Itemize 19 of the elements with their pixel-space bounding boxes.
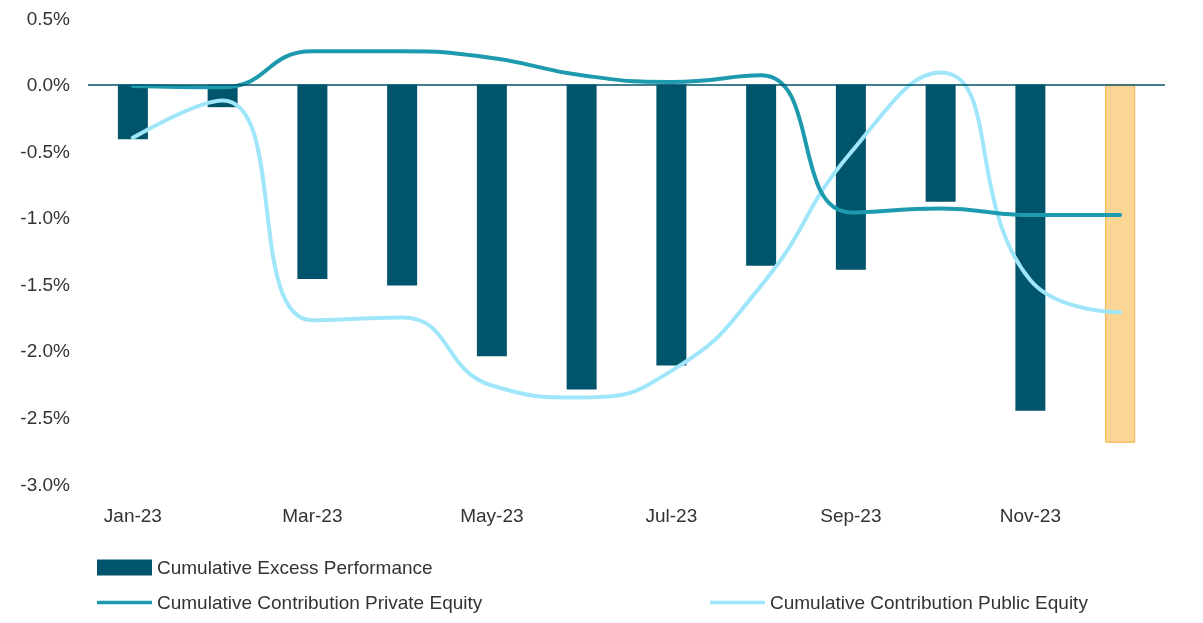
line-series — [130, 49, 1123, 218]
x-tick-label: Nov-23 — [999, 505, 1061, 526]
y-tick-label: 0.5% — [26, 7, 71, 29]
legend-label: Cumulative Contribution Private Equity — [157, 592, 483, 613]
legend-label: Cumulative Contribution Public Equity — [770, 592, 1089, 613]
y-tick-label: -1.0% — [20, 207, 71, 229]
x-tick-label: May-23 — [460, 505, 524, 526]
y-tick-label: -3.0% — [20, 473, 71, 495]
y-tick-label: -2.5% — [20, 406, 71, 428]
legend-label: Cumulative Excess Performance — [157, 557, 433, 578]
y-tick-label: -1.5% — [20, 273, 71, 295]
x-tick-label: Jan-23 — [103, 505, 162, 526]
y-tick-label: -0.5% — [20, 140, 71, 162]
x-tick-label: Sep-23 — [820, 505, 882, 526]
x-tick-label: Jul-23 — [645, 505, 698, 526]
y-tick-label: 0.0% — [26, 74, 71, 96]
line-series — [130, 70, 1123, 400]
y-tick-label: -2.0% — [20, 340, 71, 362]
x-tick-label: Mar-23 — [282, 505, 343, 526]
